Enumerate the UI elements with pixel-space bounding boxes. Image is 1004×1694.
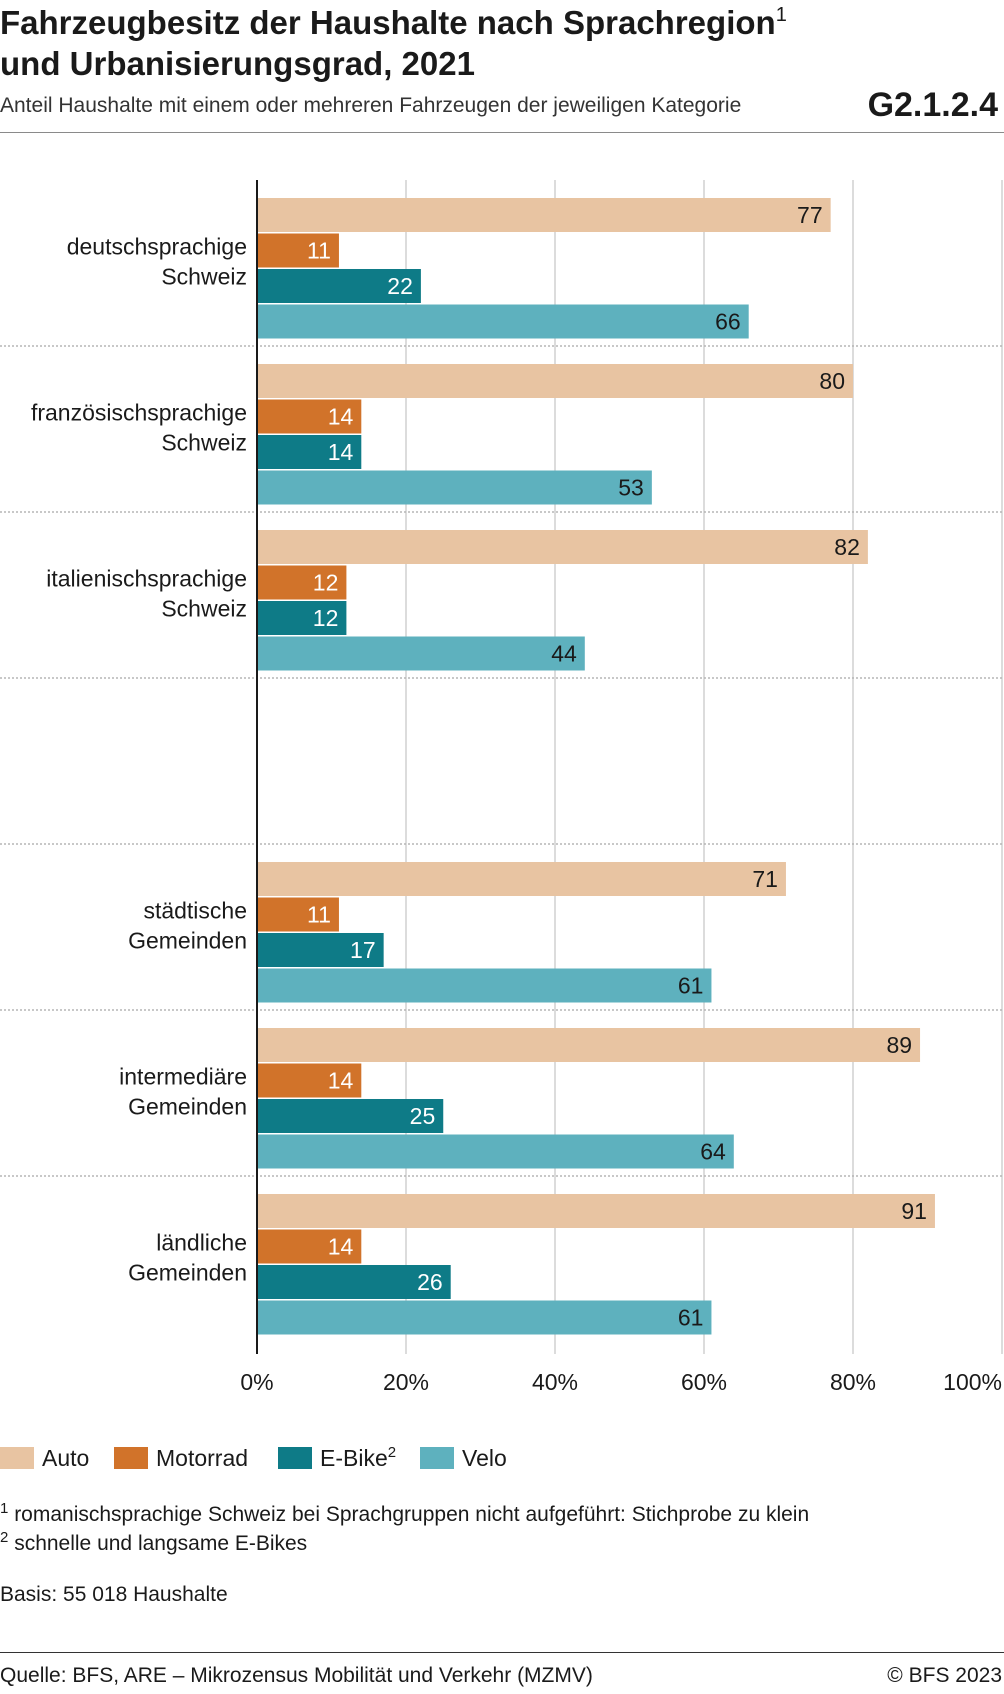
bar-motorrad (257, 1229, 362, 1264)
data-label: 22 (387, 273, 413, 299)
data-label: 44 (551, 641, 577, 667)
data-label: 14 (328, 404, 354, 430)
data-label: 11 (307, 902, 331, 928)
legend-swatch-auto (0, 1447, 34, 1469)
data-label: 12 (313, 605, 339, 631)
category-label: Gemeinden (128, 927, 247, 953)
legend-e-bike-footnote-marker: 2 (387, 1444, 397, 1461)
x-tick-label: 0% (240, 1369, 273, 1395)
category-label: ländliche (156, 1229, 247, 1255)
data-label: 64 (700, 1139, 726, 1165)
bar-auto (257, 364, 853, 398)
legend-label-auto: Auto (42, 1445, 90, 1471)
bar-velo (257, 470, 652, 505)
data-label: 17 (350, 937, 376, 963)
category-label: italienischsprachige (46, 565, 247, 591)
data-label: 66 (715, 309, 741, 335)
category-label: intermediäre (119, 1063, 247, 1089)
data-label: 53 (618, 475, 644, 501)
bar-chart: 77 11 22 66 deutschsprachige Schweiz 80 14 14 53 f… (0, 180, 1003, 1395)
bar-motorrad (257, 1063, 362, 1098)
top-divider (0, 132, 1004, 133)
data-label: 82 (834, 534, 860, 560)
bar-velo (257, 1300, 712, 1335)
category-label: Schweiz (161, 595, 247, 621)
bar-motorrad (257, 233, 339, 268)
x-tick-label: 60% (681, 1369, 727, 1395)
data-label: 61 (678, 1305, 704, 1331)
bar-auto (257, 198, 831, 232)
title-line-2: und Urbanisierungsgrad, 2021 (0, 45, 475, 82)
legend-swatch-e-bike (278, 1447, 312, 1469)
category-label: Gemeinden (128, 1259, 247, 1285)
copyright-note: © BFS 2023 (887, 1664, 1002, 1687)
legend-label-motorrad: Motorrad (156, 1445, 249, 1471)
bar-motorrad (257, 399, 362, 434)
data-label: 11 (307, 238, 331, 264)
x-tick-label: 100% (943, 1369, 1002, 1395)
legend-swatch-motorrad (114, 1447, 148, 1469)
bar-auto (257, 1194, 935, 1228)
data-label: 77 (797, 202, 823, 228)
basis-note: Basis: 55 018 Haushalte (0, 1583, 228, 1606)
data-label: 14 (328, 1234, 354, 1260)
data-label: 80 (819, 368, 845, 394)
bottom-divider (0, 1652, 1004, 1653)
source-note: Quelle: BFS, ARE – Mikrozensus Mobilität… (0, 1664, 593, 1687)
title-line-1: Fahrzeugbesitz der Haushalte nach Sprach… (0, 4, 776, 41)
data-label: 71 (752, 866, 778, 892)
bar-auto (257, 862, 786, 896)
bar-e-bike (257, 933, 384, 967)
title-footnote-marker: 1 (775, 4, 787, 26)
bar-auto (257, 1028, 921, 1062)
category-label: Schweiz (161, 429, 247, 455)
data-label: 89 (886, 1032, 912, 1058)
bar-velo (257, 304, 749, 339)
data-label: 12 (313, 570, 339, 596)
x-tick-label: 80% (830, 1369, 876, 1395)
bar-e-bike (257, 601, 347, 635)
bar-e-bike (257, 269, 421, 303)
category-label: französischsprachige (31, 399, 247, 425)
footnote-1-number: 1 (0, 1500, 9, 1517)
bar-velo (257, 1134, 734, 1169)
x-tick-label: 40% (532, 1369, 578, 1395)
chart-id: G2.1.2.4 (867, 86, 998, 124)
category-label: Schweiz (161, 263, 247, 289)
bar-motorrad (257, 897, 339, 932)
bar-e-bike (257, 1099, 444, 1133)
footnote-2-text: schnelle und langsame E-Bikes (14, 1532, 308, 1555)
data-label: 61 (678, 973, 704, 999)
category-label: städtische (143, 897, 247, 923)
bar-e-bike (257, 1265, 451, 1299)
legend-label-velo: Velo (462, 1445, 507, 1471)
bar-e-bike (257, 435, 362, 469)
bar-velo (257, 968, 712, 1003)
bar-velo (257, 636, 585, 671)
data-label: 91 (901, 1198, 927, 1224)
data-label: 14 (328, 439, 354, 465)
bar-motorrad (257, 565, 347, 600)
bar-auto (257, 530, 868, 564)
chart-subtitle: Anteil Haushalte mit einem oder mehreren… (0, 94, 742, 117)
data-label: 26 (417, 1269, 443, 1295)
x-tick-label: 20% (383, 1369, 429, 1395)
category-label: deutschsprachige (67, 233, 247, 259)
chart-title: Fahrzeugbesitz der Haushalte nach Sprach… (0, 2, 850, 84)
footnote-2-number: 2 (0, 1529, 9, 1546)
footnote-2: 2 schnelle und langsame E-Bikes (0, 1529, 308, 1556)
legend-label-e-bike-text: E-Bike (320, 1445, 388, 1471)
data-label: 14 (328, 1068, 354, 1094)
legend-label-e-bike: E-Bike2 (320, 1443, 396, 1473)
data-label: 25 (410, 1103, 436, 1129)
legend-swatch-velo (420, 1447, 454, 1469)
footnote-1: 1 romanischsprachige Schweiz bei Sprachg… (0, 1500, 810, 1527)
footnote-1-text: romanischsprachige Schweiz bei Sprachgru… (14, 1503, 810, 1526)
category-label: Gemeinden (128, 1093, 247, 1119)
